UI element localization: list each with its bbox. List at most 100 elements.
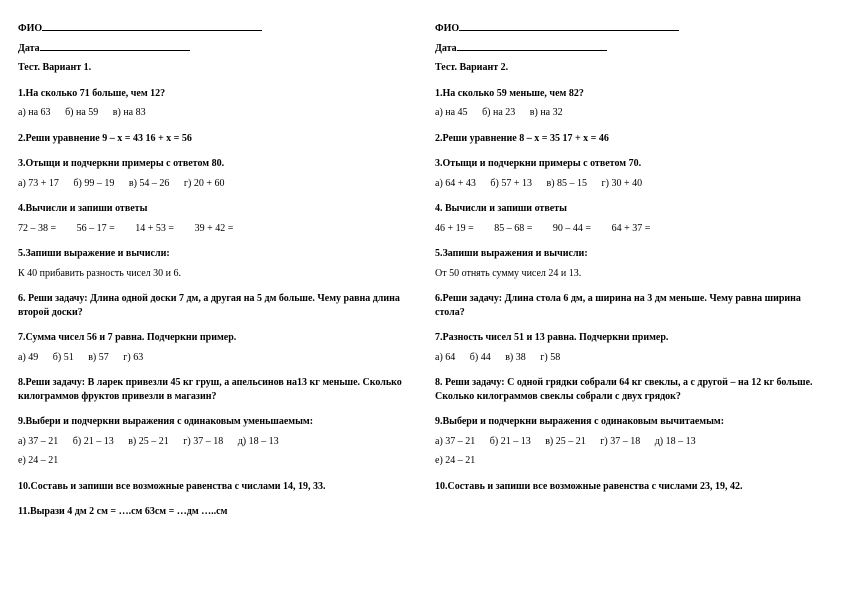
q7-opt-c: в) 38 bbox=[505, 352, 526, 363]
q8: 8. Реши задачу: С одной грядки собрали 6… bbox=[435, 376, 824, 403]
q9-opt-f: е) 24 – 21 bbox=[435, 455, 475, 466]
q7-options: а) 64 б) 44 в) 38 г) 58 bbox=[435, 351, 824, 365]
q1-text: На сколько 59 меньше, чем 82? bbox=[443, 88, 584, 99]
q1: 1.На сколько 71 больше, чем 12? bbox=[18, 87, 407, 101]
date-label: Дата bbox=[435, 43, 457, 54]
q5-text: Запиши выражения и вычисли: bbox=[443, 248, 588, 259]
q5: 5.Запиши выражение и вычисли: bbox=[18, 247, 407, 261]
q4-e1: 46 + 19 = bbox=[435, 223, 474, 234]
q1-num: 1. bbox=[18, 88, 26, 99]
variant-1-column: ФИО Дата Тест. Вариант 1. 1.На сколько 7… bbox=[18, 22, 421, 573]
q4: 4.Вычисли и запиши ответы bbox=[18, 202, 407, 216]
fio-label: ФИО bbox=[18, 23, 42, 34]
q9: 9.Выбери и подчеркни выражения с одинако… bbox=[435, 415, 824, 429]
q2-text: Реши уравнение 9 – х = 43 16 + х = 56 bbox=[26, 133, 192, 144]
q7-text: Разность чисел 51 и 13 равна. Подчеркни … bbox=[443, 332, 669, 343]
q4-e3: 90 – 44 = bbox=[553, 223, 591, 234]
q4-e2: 85 – 68 = bbox=[494, 223, 532, 234]
q3-opt-c: в) 54 – 26 bbox=[129, 178, 170, 189]
q7-opt-a: а) 49 bbox=[18, 352, 38, 363]
q8-text: Реши задачу: В ларек привезли 45 кг груш… bbox=[18, 377, 402, 402]
q3-opt-d: г) 30 + 40 bbox=[602, 178, 643, 189]
q10-num: 10. bbox=[18, 481, 31, 492]
q6-text: Реши задачу: Длина стола 6 дм, а ширина … bbox=[435, 293, 801, 318]
q6-text: Реши задачу: Длина одной доски 7 дм, а д… bbox=[18, 293, 400, 318]
q7: 7.Сумма чисел 56 и 7 равна. Подчеркни пр… bbox=[18, 331, 407, 345]
q7-options: а) 49 б) 51 в) 57 г) 63 bbox=[18, 351, 407, 365]
q8-num: 8. bbox=[435, 377, 443, 388]
q5-num: 5. bbox=[18, 248, 26, 259]
q3-opt-d: г) 20 + 60 bbox=[184, 178, 225, 189]
q7: 7.Разность чисел 51 и 13 равна. Подчеркн… bbox=[435, 331, 824, 345]
q9-opt-b: б) 21 – 13 bbox=[73, 436, 114, 447]
q3-opt-a: а) 64 + 43 bbox=[435, 178, 476, 189]
variant-2-column: ФИО Дата Тест. Вариант 2. 1.На сколько 5… bbox=[421, 22, 824, 573]
q5: 5.Запиши выражения и вычисли: bbox=[435, 247, 824, 261]
q9-num: 9. bbox=[18, 416, 26, 427]
q4: 4. Вычисли и запиши ответы bbox=[435, 202, 824, 216]
fio-label: ФИО bbox=[435, 23, 459, 34]
date-line: Дата bbox=[435, 42, 824, 56]
q1-options: а) на 45 б) на 23 в) на 32 bbox=[435, 106, 824, 120]
q5-sub: От 50 отнять сумму чисел 24 и 13. bbox=[435, 267, 824, 281]
q9-opt-e: д) 18 – 13 bbox=[238, 436, 279, 447]
q9-opt-b: б) 21 – 13 bbox=[490, 436, 531, 447]
q8-text: Реши задачу: С одной грядки собрали 64 к… bbox=[435, 377, 813, 402]
test-title: Тест. Вариант 1. bbox=[18, 61, 407, 75]
q9-text: Выбери и подчеркни выражения с одинаковы… bbox=[443, 416, 725, 427]
q3-opt-a: а) 73 + 17 bbox=[18, 178, 59, 189]
q10: 10.Составь и запиши все возможные равенс… bbox=[435, 480, 824, 494]
q9-options-1: а) 37 – 21 б) 21 – 13 в) 25 – 21 г) 37 –… bbox=[435, 435, 824, 449]
q2-num: 2. bbox=[18, 133, 26, 144]
q3-opt-b: б) 57 + 13 bbox=[490, 178, 532, 189]
q2: 2.Реши уравнение 8 – х = 35 17 + х = 46 bbox=[435, 132, 824, 146]
q2: 2.Реши уравнение 9 – х = 43 16 + х = 56 bbox=[18, 132, 407, 146]
q7-opt-c: в) 57 bbox=[88, 352, 109, 363]
q9-opt-e: д) 18 – 13 bbox=[655, 436, 696, 447]
test-title: Тест. Вариант 2. bbox=[435, 61, 824, 75]
q9-opt-c: в) 25 – 21 bbox=[545, 436, 586, 447]
q11-text: Вырази 4 дм 2 см = ….см 63см = …дм …..см bbox=[30, 506, 227, 517]
q3-opt-c: в) 85 – 15 bbox=[546, 178, 587, 189]
q3-num: 3. bbox=[435, 158, 443, 169]
q4-e2: 56 – 17 = bbox=[77, 223, 115, 234]
q3-opt-b: б) 99 – 19 bbox=[73, 178, 114, 189]
q7-opt-d: г) 58 bbox=[540, 352, 560, 363]
q4-equations: 72 – 38 = 56 – 17 = 14 + 53 = 39 + 42 = bbox=[18, 222, 407, 236]
q5-text: Запиши выражение и вычисли: bbox=[26, 248, 170, 259]
q4-e3: 14 + 53 = bbox=[135, 223, 174, 234]
q3-options: а) 64 + 43 б) 57 + 13 в) 85 – 15 г) 30 +… bbox=[435, 177, 824, 191]
fio-line: ФИО bbox=[435, 22, 824, 36]
q7-text: Сумма чисел 56 и 7 равна. Подчеркни прим… bbox=[26, 332, 237, 343]
fio-line: ФИО bbox=[18, 22, 407, 36]
q11-num: 11. bbox=[18, 506, 30, 517]
q9-options-2: е) 24 – 21 bbox=[18, 454, 407, 468]
q1-opt-b: б) на 59 bbox=[65, 107, 98, 118]
q1-opt-c: в) на 83 bbox=[113, 107, 146, 118]
q3-options: а) 73 + 17 б) 99 – 19 в) 54 – 26 г) 20 +… bbox=[18, 177, 407, 191]
q9-opt-a: а) 37 – 21 bbox=[18, 436, 58, 447]
q9-opt-f: е) 24 – 21 bbox=[18, 455, 58, 466]
q9-opt-a: а) 37 – 21 bbox=[435, 436, 475, 447]
q4-e1: 72 – 38 = bbox=[18, 223, 56, 234]
q9-opt-d: г) 37 – 18 bbox=[600, 436, 640, 447]
q9-options-1: а) 37 – 21 б) 21 – 13 в) 25 – 21 г) 37 –… bbox=[18, 435, 407, 449]
q1: 1.На сколько 59 меньше, чем 82? bbox=[435, 87, 824, 101]
date-label: Дата bbox=[18, 43, 40, 54]
q3: 3.Отыщи и подчеркни примеры с ответом 80… bbox=[18, 157, 407, 171]
q3-num: 3. bbox=[18, 158, 26, 169]
q5-num: 5. bbox=[435, 248, 443, 259]
q9-options-2: е) 24 – 21 bbox=[435, 454, 824, 468]
q10-num: 10. bbox=[435, 481, 448, 492]
q9-text: Выбери и подчеркни выражения с одинаковы… bbox=[26, 416, 314, 427]
q8: 8.Реши задачу: В ларек привезли 45 кг гр… bbox=[18, 376, 407, 403]
q10-text: Составь и запиши все возможные равенства… bbox=[448, 481, 743, 492]
q4-text: Вычисли и запиши ответы bbox=[443, 203, 567, 214]
q7-opt-b: б) 51 bbox=[53, 352, 74, 363]
q7-opt-b: б) 44 bbox=[470, 352, 491, 363]
q9-opt-d: г) 37 – 18 bbox=[183, 436, 223, 447]
q1-opt-c: в) на 32 bbox=[530, 107, 563, 118]
q1-text: На сколько 71 больше, чем 12? bbox=[26, 88, 166, 99]
q4-e4: 39 + 42 = bbox=[195, 223, 234, 234]
date-blank bbox=[457, 42, 607, 51]
